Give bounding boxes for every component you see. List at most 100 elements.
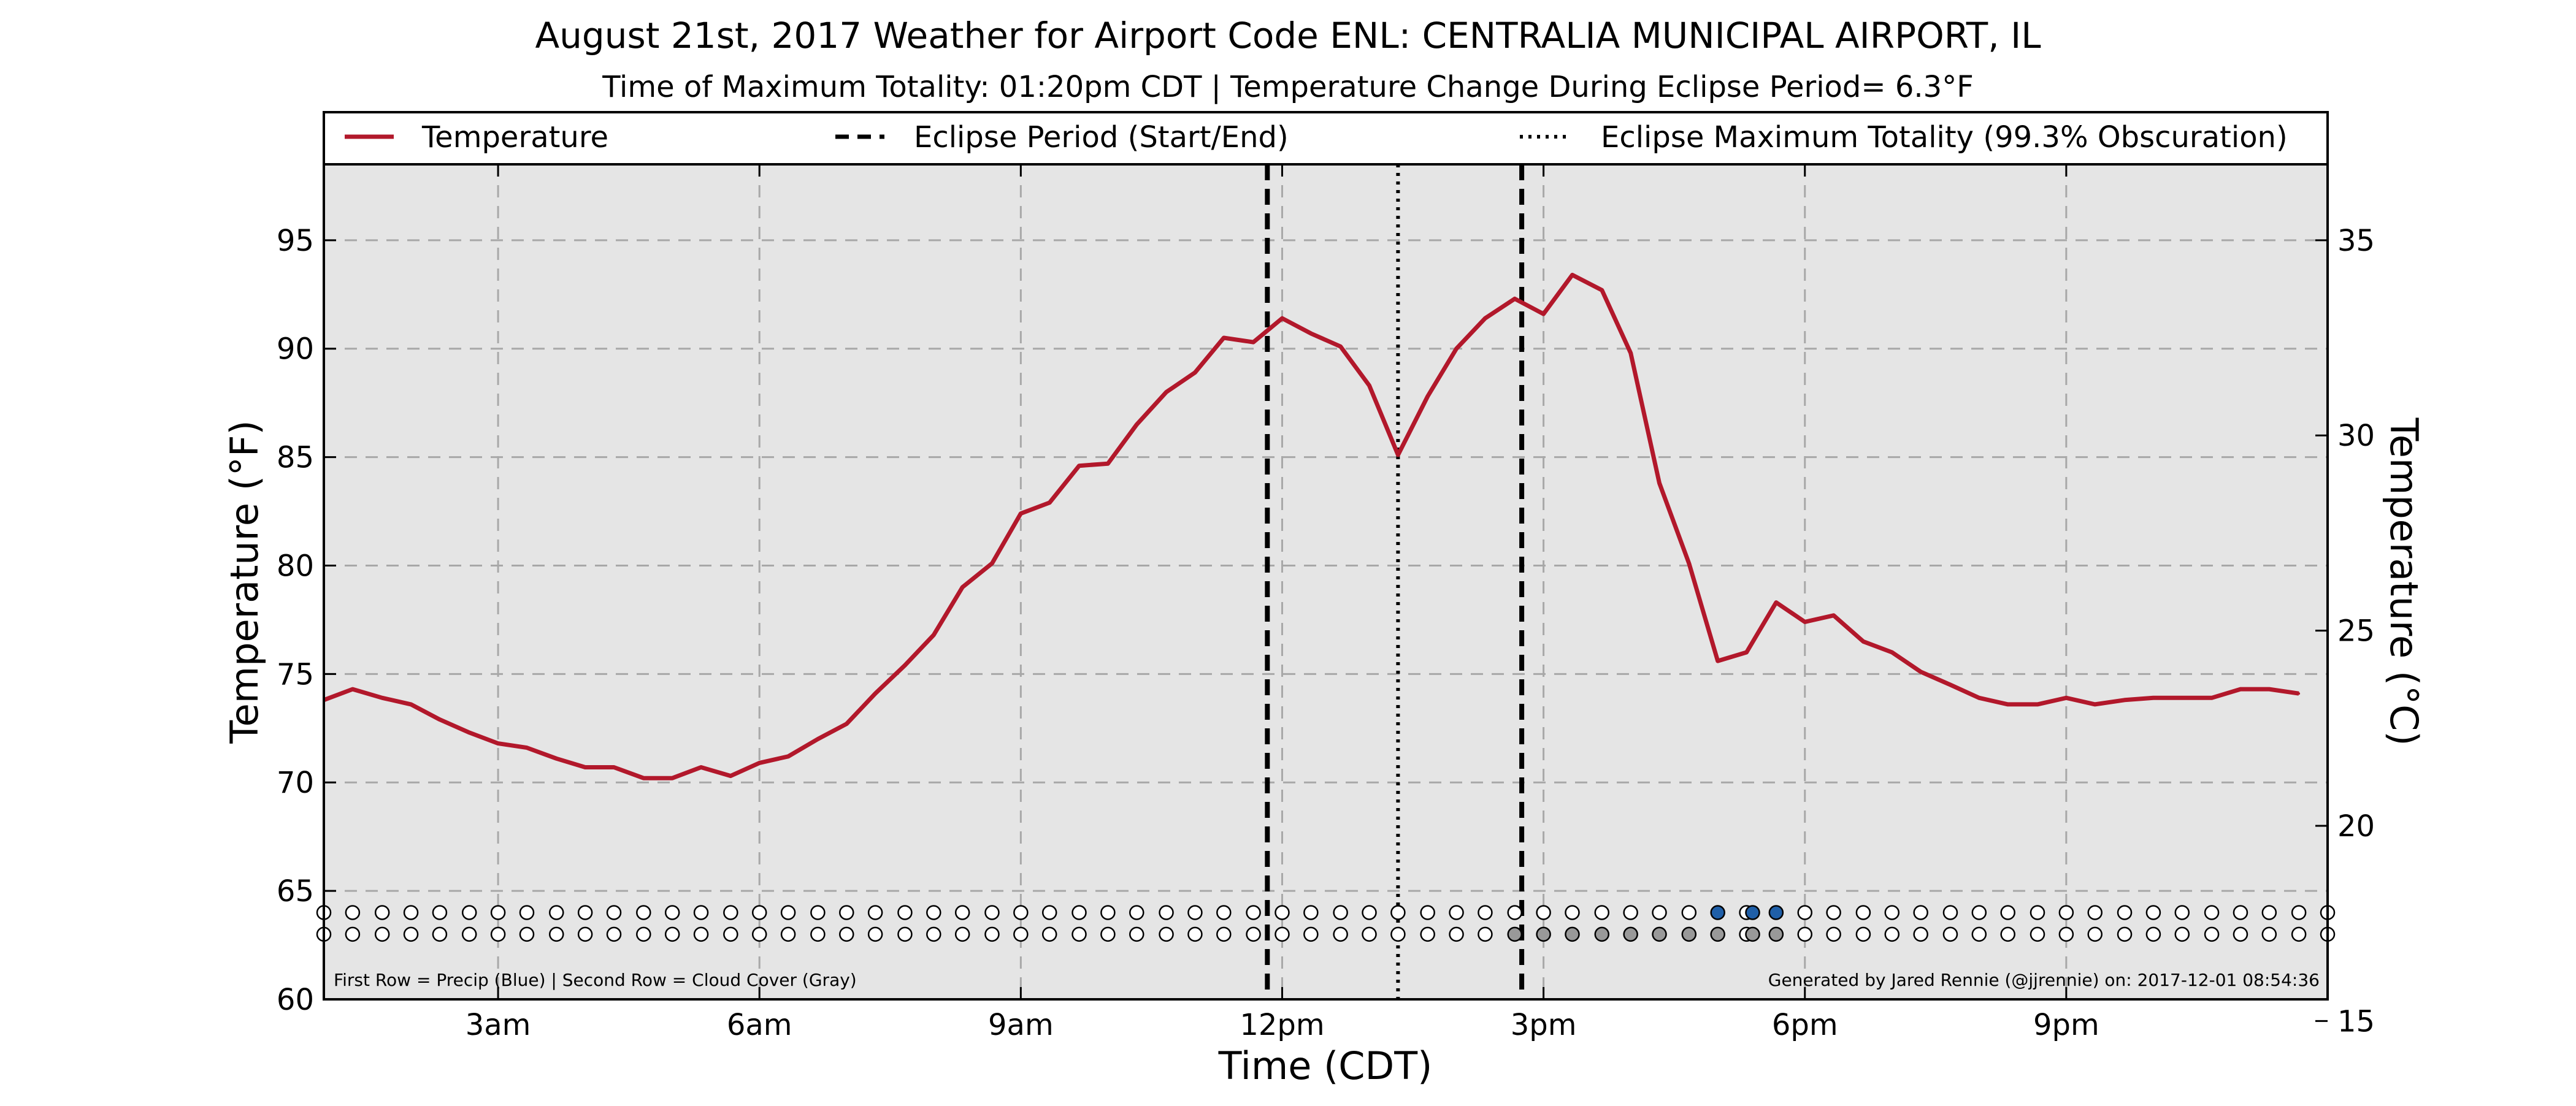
cloud-cover-dot xyxy=(2204,926,2220,942)
temperature-point xyxy=(816,738,819,741)
x-tick-label: 3am xyxy=(466,1008,531,1042)
cloud-cover-dot xyxy=(2000,926,2015,942)
precip-dot xyxy=(1745,905,1760,920)
cloud-cover-dot xyxy=(1507,926,1522,942)
precip-dot xyxy=(2030,905,2045,920)
y-axis-label-left: Temperature (°F) xyxy=(222,420,267,744)
temperature-point xyxy=(468,731,471,734)
cloud-cover-dot xyxy=(1390,926,1406,942)
precip-dot xyxy=(1187,905,1203,920)
x-tick-label: 9am xyxy=(988,1008,1054,1042)
cloud-cover-dot xyxy=(1913,926,1928,942)
temperature-point xyxy=(497,742,500,745)
cloud-cover-dot xyxy=(1362,926,1377,942)
cloud-cover-dot xyxy=(1159,926,1174,942)
chart-title: August 21st, 2017 Weather for Airport Co… xyxy=(535,15,2041,56)
precip-dot xyxy=(1478,905,1493,920)
temperature-point xyxy=(2006,703,2009,706)
temperature-point xyxy=(1339,345,1342,348)
precip-dot xyxy=(723,905,738,920)
precip-dot xyxy=(867,905,883,920)
cloud-cover-dot xyxy=(780,926,796,942)
cloud-cover-dot xyxy=(2117,926,2133,942)
temperature-point xyxy=(671,777,674,780)
temperature-point xyxy=(729,774,732,777)
cloud-cover-dot xyxy=(839,926,854,942)
cloud-cover-dot xyxy=(1652,926,1667,942)
temperature-point xyxy=(642,777,645,780)
precip-dot xyxy=(1303,905,1319,920)
cloud-cover-dot xyxy=(1594,926,1610,942)
precip-dot xyxy=(2261,905,2277,920)
precip-dot xyxy=(606,905,622,920)
y-right-tick-label: 25 xyxy=(2337,614,2375,649)
temperature-point xyxy=(1658,482,1661,484)
precip-dot xyxy=(1681,905,1697,920)
chart-subtitle: Time of Maximum Totality: 01:20pm CDT | … xyxy=(602,70,1974,104)
precip-dot xyxy=(2291,905,2307,920)
precip-dot xyxy=(664,905,680,920)
precip-dot xyxy=(2000,905,2015,920)
temperature-point xyxy=(381,696,384,700)
precip-dot xyxy=(1129,905,1144,920)
temperature-point xyxy=(1135,423,1138,426)
precip-dot xyxy=(2058,905,2074,920)
precip-dot xyxy=(1013,905,1029,920)
precip-dot xyxy=(1652,905,1667,920)
legend-box xyxy=(323,111,2329,166)
cloud-cover-dot xyxy=(2087,926,2103,942)
temperature-point xyxy=(2239,688,2242,691)
cloud-cover-dot xyxy=(2058,926,2074,942)
cloud-cover-dot xyxy=(519,926,535,942)
temperature-point xyxy=(410,703,412,706)
cloud-cover-dot xyxy=(984,926,1000,942)
precip-dot xyxy=(345,905,361,920)
plot-frame xyxy=(323,163,2329,1001)
cloud-cover-dot xyxy=(1275,926,1290,942)
precip-dot xyxy=(1071,905,1087,920)
y-tick-label: 60 xyxy=(277,983,314,1017)
cloud-cover-dot xyxy=(2030,926,2045,942)
y-tick-label: 75 xyxy=(277,657,314,692)
cloud-cover-dot xyxy=(1855,926,1871,942)
temperature-point xyxy=(1687,562,1690,565)
temperature-point xyxy=(1571,273,1574,276)
temperature-point xyxy=(2267,688,2271,691)
cloud-cover-dot xyxy=(664,926,680,942)
x-axis-ticks: 3am 6am 9am 12pm 3pm 6pm 9pm xyxy=(466,164,2099,1042)
temperature-point xyxy=(1832,614,1835,617)
y-tick-label: 80 xyxy=(277,549,314,583)
cloud-cover-dot xyxy=(723,926,738,942)
precip-dot xyxy=(1768,905,1784,920)
y-right-tick-label: 15 xyxy=(2337,1004,2375,1039)
temperature-point xyxy=(1281,317,1284,320)
legend-totality-label: Eclipse Maximum Totality (99.3% Obscurat… xyxy=(1601,120,2288,154)
cloud-cover-dot xyxy=(577,926,593,942)
temperature-point xyxy=(1484,317,1487,320)
cloud-cover-dot xyxy=(1797,926,1812,942)
y-axis-ticks-right: 15 20 25 30 35 xyxy=(2315,224,2375,1039)
temperature-point xyxy=(1397,454,1400,456)
cloud-cover-dot xyxy=(897,926,913,942)
temperature-point xyxy=(1890,651,1893,654)
cloud-cover-dot xyxy=(1216,926,1232,942)
y-right-tick-label: 35 xyxy=(2337,224,2375,258)
precip-dot xyxy=(549,905,564,920)
precip-dot xyxy=(1536,905,1551,920)
y-tick-label: 70 xyxy=(277,766,314,800)
precip-dot xyxy=(1826,905,1841,920)
precip-dot xyxy=(751,905,767,920)
precip-dot xyxy=(577,905,593,920)
cloud-cover-dot xyxy=(374,926,390,942)
cloud-cover-dot xyxy=(926,926,941,942)
precip-dot xyxy=(1449,905,1464,920)
temperature-point xyxy=(758,761,761,765)
precip-dot xyxy=(1797,905,1812,920)
cloud-cover-dot xyxy=(1071,926,1087,942)
temperature-point xyxy=(1106,462,1110,465)
temperature-point xyxy=(1048,501,1051,504)
cloud-cover-dot xyxy=(1420,926,1435,942)
x-tick-label: 12pm xyxy=(1240,1008,1324,1042)
x-tick-label: 6am xyxy=(727,1008,792,1042)
